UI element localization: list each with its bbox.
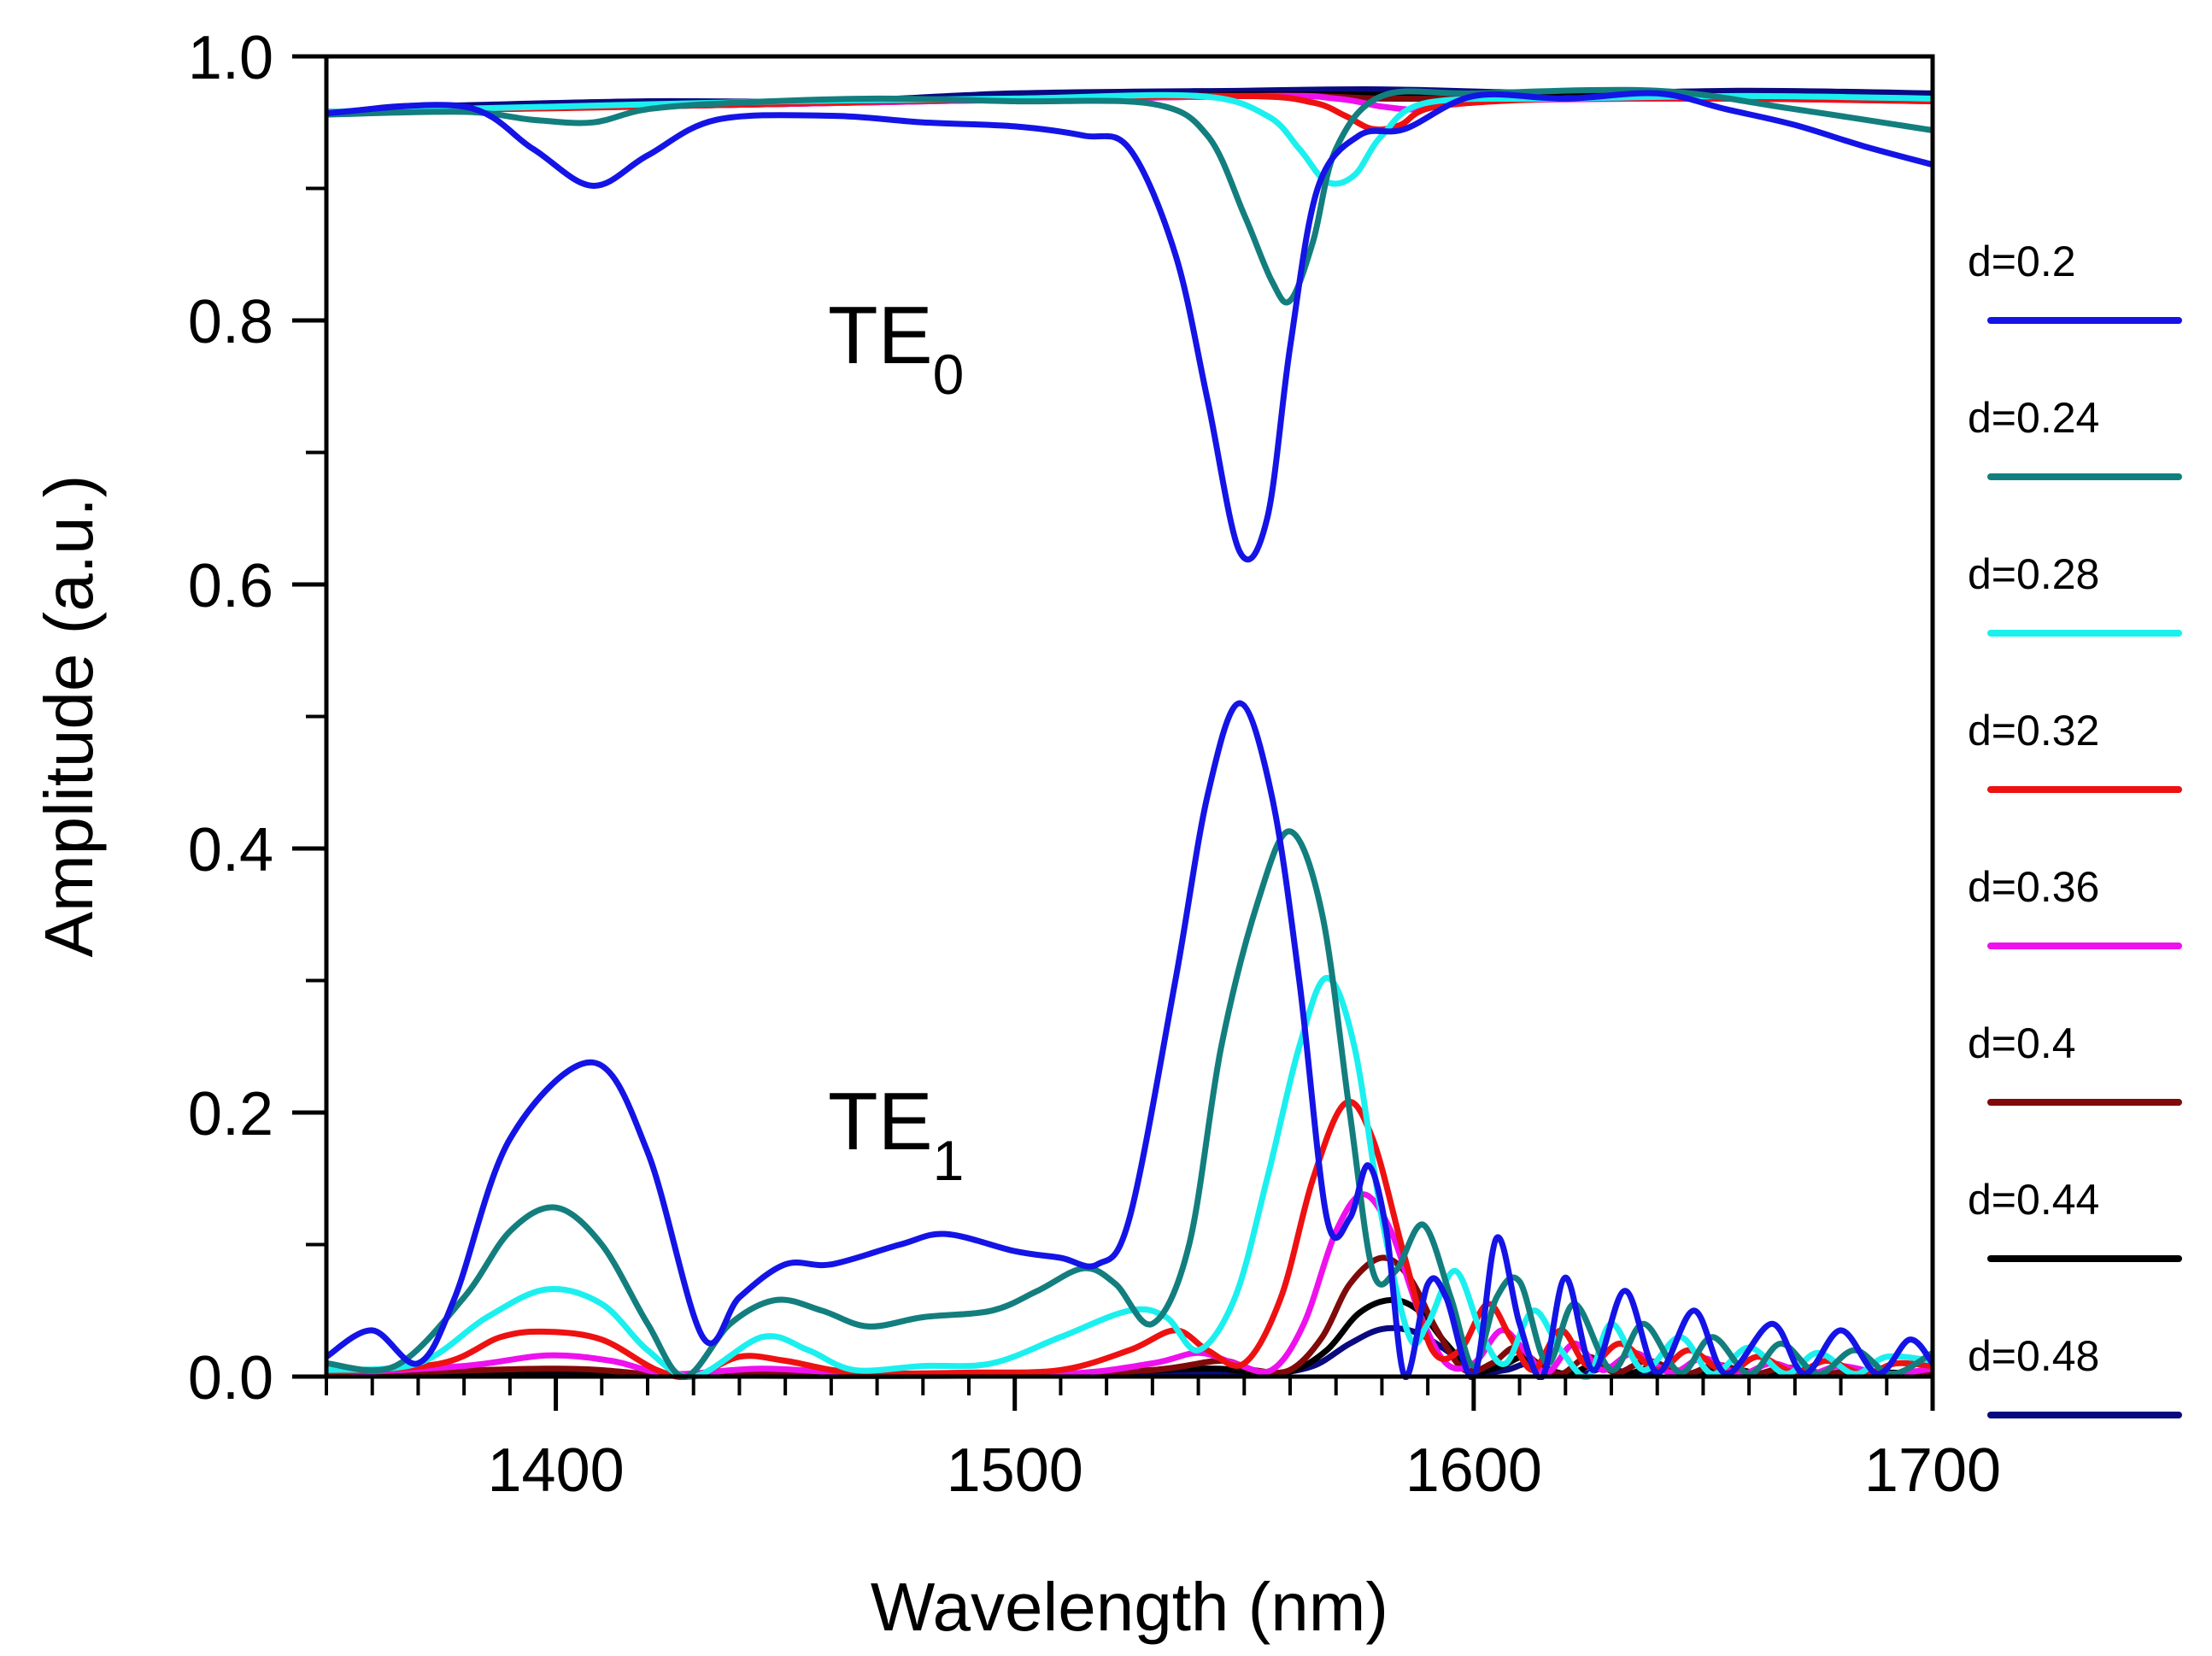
plot-frame — [324, 54, 1935, 1379]
series-line-te1-d02 — [326, 700, 1933, 1380]
y-tick-label: 0.2 — [188, 1080, 273, 1148]
legend-label: d=0.32 — [1968, 707, 2099, 755]
legend-label: d=0.4 — [1968, 1019, 2076, 1067]
y-tick-label: 0.8 — [188, 288, 273, 356]
mode-label-te0: TE0 — [828, 290, 964, 406]
legend-label: d=0.24 — [1968, 394, 2099, 442]
y-tick-label: 1.0 — [188, 24, 273, 92]
series-line-te1-d028 — [326, 974, 1933, 1380]
legend-label: d=0.44 — [1968, 1176, 2099, 1224]
legend: d=0.2 d=0.24 d=0.28 d=0.32 d=0.36 d=0.4 d=0.44… — [1968, 238, 2182, 1418]
x-axis-title: Wavelength (nm) — [871, 1569, 1388, 1645]
annotation-layer: TE0 TE1 — [828, 290, 964, 1192]
y-tick-label: 0.4 — [188, 816, 273, 884]
y-tick-label: 0.0 — [188, 1344, 273, 1412]
legend-label: d=0.36 — [1968, 863, 2099, 911]
mode-label-te1: TE1 — [828, 1076, 964, 1192]
series-line-te0-d024 — [326, 86, 1933, 306]
series-line-te1-d024 — [326, 828, 1933, 1380]
legend-label: d=0.2 — [1968, 238, 2076, 285]
x-tick-label: 1500 — [947, 1436, 1083, 1505]
x-tick-label: 1600 — [1405, 1436, 1542, 1505]
x-tick-label: 1700 — [1864, 1436, 2001, 1505]
series-line-te0-d028 — [326, 91, 1933, 187]
legend-label: d=0.28 — [1968, 550, 2099, 598]
series-line-te1-d032 — [326, 1099, 1933, 1380]
ticks-layer: 1400 1500 1600 1700 0.0 0.2 0.4 0.6 0.8 1.0 — [188, 24, 2001, 1505]
y-axis-title: Amplitude (a.u.) — [31, 475, 107, 958]
series-layer — [326, 85, 1933, 1380]
x-tick-label: 1400 — [487, 1436, 624, 1505]
y-tick-label: 0.6 — [188, 552, 273, 620]
legend-label: d=0.48 — [1968, 1332, 2099, 1380]
series-line-te0-d02 — [326, 90, 1933, 563]
